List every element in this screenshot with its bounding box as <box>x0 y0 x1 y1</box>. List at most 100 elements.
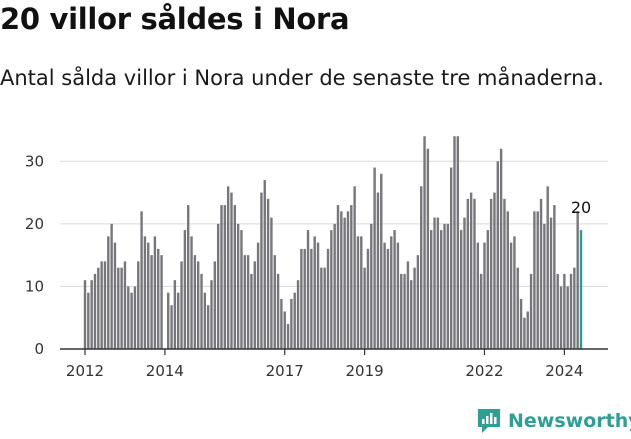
bar <box>453 136 456 349</box>
bar <box>469 192 473 349</box>
bar <box>509 242 513 349</box>
bar <box>516 267 519 349</box>
bar <box>326 248 330 349</box>
axes <box>60 348 608 355</box>
bar <box>120 267 123 349</box>
bar <box>439 230 443 349</box>
bar <box>167 292 170 349</box>
bar <box>100 261 103 349</box>
bar <box>353 186 356 349</box>
bar <box>333 223 336 349</box>
bar <box>160 255 163 349</box>
x-tick-label: 2012 <box>66 362 104 380</box>
y-tick-label: 20 <box>25 215 44 233</box>
bar <box>233 205 236 349</box>
y-tick-label: 30 <box>25 152 44 170</box>
bar <box>123 261 127 349</box>
bar <box>286 323 290 349</box>
bar <box>376 192 380 349</box>
bar <box>93 273 97 349</box>
bar <box>260 192 263 349</box>
bar <box>566 286 569 349</box>
bar <box>390 236 393 349</box>
bar <box>466 198 470 349</box>
bar <box>563 273 566 349</box>
bar <box>420 186 423 349</box>
bar <box>230 192 233 349</box>
x-tick-label: 2019 <box>346 362 384 380</box>
bar <box>316 242 320 349</box>
bar <box>296 280 300 349</box>
bar <box>300 248 303 349</box>
bar <box>499 148 503 349</box>
brand-name: Newsworthy <box>508 410 631 432</box>
bar <box>303 248 306 349</box>
bar <box>559 286 563 349</box>
bar <box>423 136 426 349</box>
bar-highlight <box>579 230 583 349</box>
bar <box>240 230 243 349</box>
bar <box>150 255 153 349</box>
bar <box>363 267 366 349</box>
bar <box>443 223 446 349</box>
bar <box>263 180 266 349</box>
bar <box>356 236 360 349</box>
bar <box>216 223 220 349</box>
bar <box>140 211 143 349</box>
bar <box>400 273 403 349</box>
bar <box>459 230 463 349</box>
bar <box>416 255 420 349</box>
bar <box>396 242 400 349</box>
bar <box>270 217 273 349</box>
bar <box>246 255 250 349</box>
bars <box>83 136 583 349</box>
bar <box>236 223 240 349</box>
bar <box>526 311 529 349</box>
bar <box>130 292 133 349</box>
bar <box>473 198 476 349</box>
bar <box>403 273 406 349</box>
bar <box>486 230 489 349</box>
bar <box>519 298 523 349</box>
bar <box>83 280 87 349</box>
bar <box>546 186 549 349</box>
bar <box>569 273 573 349</box>
bar <box>533 211 536 349</box>
bar <box>137 261 140 349</box>
bar <box>549 217 553 349</box>
bar <box>320 267 323 349</box>
bar <box>283 311 286 349</box>
bar <box>346 211 350 349</box>
bar <box>310 248 313 349</box>
bar <box>340 211 343 349</box>
bar <box>187 205 190 349</box>
x-tick-label: 2017 <box>266 362 304 380</box>
bar <box>190 236 193 349</box>
bar <box>479 273 483 349</box>
x-tick-label: 2014 <box>146 362 184 380</box>
x-tick-label: 2024 <box>545 362 583 380</box>
bar <box>183 230 187 349</box>
bar <box>323 267 326 349</box>
bar <box>476 242 480 349</box>
bar <box>293 292 296 349</box>
bar <box>413 267 416 349</box>
bar <box>523 317 526 349</box>
bar <box>383 242 386 349</box>
bar <box>330 230 333 349</box>
bar <box>110 223 113 349</box>
bar <box>223 205 227 349</box>
bar <box>290 298 293 349</box>
bar <box>576 211 579 349</box>
bar <box>410 280 413 349</box>
bar <box>200 273 203 349</box>
bar <box>276 273 280 349</box>
bar <box>513 236 516 349</box>
bar <box>426 148 430 349</box>
bar <box>193 255 197 349</box>
bar <box>213 261 217 349</box>
bar <box>113 242 117 349</box>
bar <box>380 173 383 349</box>
bar <box>103 261 107 349</box>
bar <box>506 211 509 349</box>
